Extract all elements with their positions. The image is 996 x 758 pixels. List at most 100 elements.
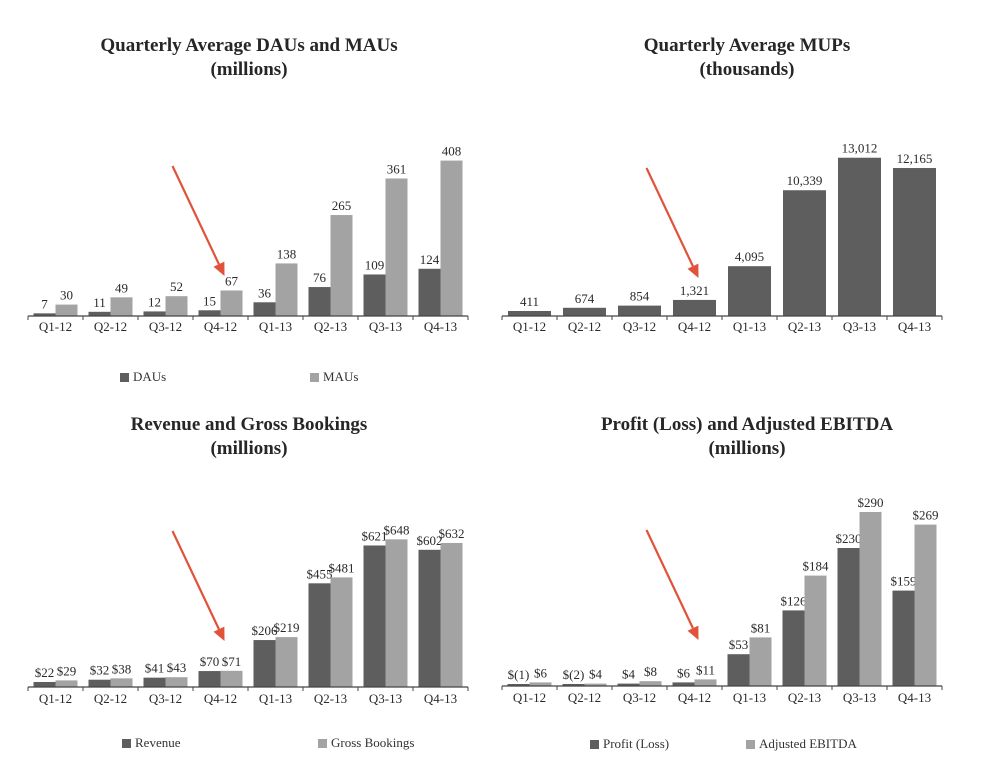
bar-q3-13-s0	[363, 545, 386, 687]
data-label: $41	[145, 661, 165, 676]
x-tick-label: Q2-12	[94, 319, 127, 334]
bar-q2-12-s1	[110, 678, 133, 687]
data-label: $53	[729, 637, 749, 652]
x-tick-label: Q3-12	[149, 319, 182, 334]
x-tick-label: Q3-13	[369, 319, 402, 334]
data-label: 67	[225, 273, 239, 288]
x-tick-label: Q3-12	[149, 691, 182, 706]
data-label: 138	[277, 246, 297, 261]
bar-q4-12-s0	[672, 682, 695, 686]
data-label: $43	[167, 660, 187, 675]
bar-q1-13-s1	[275, 263, 298, 316]
data-label: 408	[442, 144, 462, 159]
bar-q4-12-s0	[198, 671, 221, 687]
legend-label: Adjusted EBITDA	[759, 736, 857, 751]
bar-q1-12-s0	[507, 684, 530, 686]
annotation-arrow	[171, 530, 220, 630]
legend-swatch	[120, 372, 129, 382]
legend-item-mau: MAUs	[310, 369, 358, 385]
x-tick-label: Q3-13	[843, 690, 876, 705]
bar-q3-12-s1	[165, 296, 188, 316]
bar-q1-13-s0	[727, 654, 750, 686]
bar-q3-13-s0	[837, 548, 860, 686]
bar-q1-12-s1	[55, 304, 78, 316]
legend-swatch	[122, 738, 131, 748]
data-label: $481	[329, 560, 355, 575]
bar-q3-13-s1	[385, 178, 408, 316]
bar-q2-13-s0	[782, 610, 805, 686]
bar-q1-13-s1	[275, 637, 298, 687]
annotation-arrow-head	[213, 626, 225, 641]
data-label: $290	[858, 495, 884, 510]
data-label: 49	[115, 280, 128, 295]
data-label: $22	[35, 665, 55, 680]
x-tick-label: Q1-12	[513, 690, 546, 705]
data-label: 12,165	[897, 151, 933, 166]
x-tick-label: Q3-12	[623, 319, 656, 334]
x-tick-label: Q1-13	[259, 691, 292, 706]
legend-item-profit: Profit (Loss)	[590, 736, 669, 752]
bar-q3-13-s0	[838, 157, 881, 316]
chart-panel-dau-mau: Quarterly Average DAUs and MAUs (million…	[0, 0, 498, 390]
bar-q3-13-s1	[385, 539, 408, 687]
data-label: $648	[384, 522, 410, 537]
bar-q1-12-s1	[55, 680, 78, 687]
legend-swatch	[590, 739, 599, 749]
bar-q4-12-s0	[673, 299, 716, 316]
x-tick-label: Q1-13	[733, 319, 766, 334]
chart-dau-mau: 7 30 Q1-12 11 49 Q2-12 12 52 Q3-12 15 67 Q4-12 36 138…	[27, 144, 469, 334]
data-label: 674	[575, 291, 595, 306]
x-tick-label: Q2-12	[568, 690, 601, 705]
data-label: $(1)	[508, 667, 530, 682]
data-label: 30	[60, 288, 73, 303]
data-label: 109	[365, 257, 385, 272]
bar-q3-12-s1	[165, 677, 188, 687]
bar-q2-13-s0	[308, 287, 331, 316]
x-tick-label: Q3-13	[843, 319, 876, 334]
data-label: 10,339	[787, 173, 823, 188]
legend-item-dau: DAUs	[120, 369, 166, 385]
x-tick-label: Q2-13	[314, 319, 347, 334]
data-label: 7	[41, 296, 48, 311]
x-tick-label: Q1-13	[733, 690, 766, 705]
bar-q2-12-s0	[88, 679, 111, 687]
legend-label: Gross Bookings	[331, 735, 415, 750]
bar-q2-13-s1	[330, 215, 353, 316]
data-label: $632	[439, 526, 465, 541]
x-tick-label: Q4-13	[898, 319, 931, 334]
x-tick-label: Q4-13	[424, 691, 457, 706]
bar-q2-12-s1	[110, 297, 133, 316]
x-tick-label: Q4-13	[898, 690, 931, 705]
bar-q1-12-s0	[508, 311, 551, 316]
chart-subtitle: (thousands)	[699, 59, 795, 80]
chart-panel-profit: Profit (Loss) and Adjusted EBITDA (milli…	[498, 390, 996, 758]
annotation-arrow-head	[687, 263, 699, 278]
bar-q4-13-s0	[892, 590, 915, 686]
bar-q4-12-s1	[220, 670, 243, 687]
chart-title: Profit (Loss) and Adjusted EBITDA	[600, 414, 894, 435]
legend-item-gross-bookings: Gross Bookings	[318, 735, 414, 751]
data-label: 854	[630, 289, 650, 304]
bar-q4-12-s0	[198, 310, 221, 316]
data-label: $269	[913, 508, 939, 523]
data-label: 12	[148, 294, 161, 309]
x-tick-label: Q4-13	[424, 319, 457, 334]
data-label: $4	[589, 667, 603, 682]
bar-q2-13-s1	[804, 575, 827, 686]
data-label: $159	[891, 574, 917, 589]
chart-revenue: $22 $29 Q1-12 $32 $38 Q2-12 $41 $43 Q3-12 $70 $71 Q…	[27, 522, 469, 706]
data-label: $621	[362, 528, 388, 543]
data-label: 4,095	[735, 249, 764, 264]
data-label: $206	[252, 623, 279, 638]
data-label: $6	[534, 665, 548, 680]
data-label: 76	[313, 270, 327, 285]
x-tick-label: Q3-13	[369, 691, 402, 706]
data-label: $71	[222, 654, 242, 669]
data-label: 265	[332, 198, 352, 213]
bar-q4-13-s1	[914, 524, 937, 686]
data-label: 411	[520, 294, 539, 309]
bar-q4-13-s0	[893, 168, 936, 316]
chart-mups: 411 Q1-12 674 Q2-12 854 Q3-12 1,321 Q4-12 4,095 Q…	[501, 141, 943, 334]
data-label: $184	[803, 559, 830, 574]
bar-q3-12-s0	[143, 311, 166, 316]
